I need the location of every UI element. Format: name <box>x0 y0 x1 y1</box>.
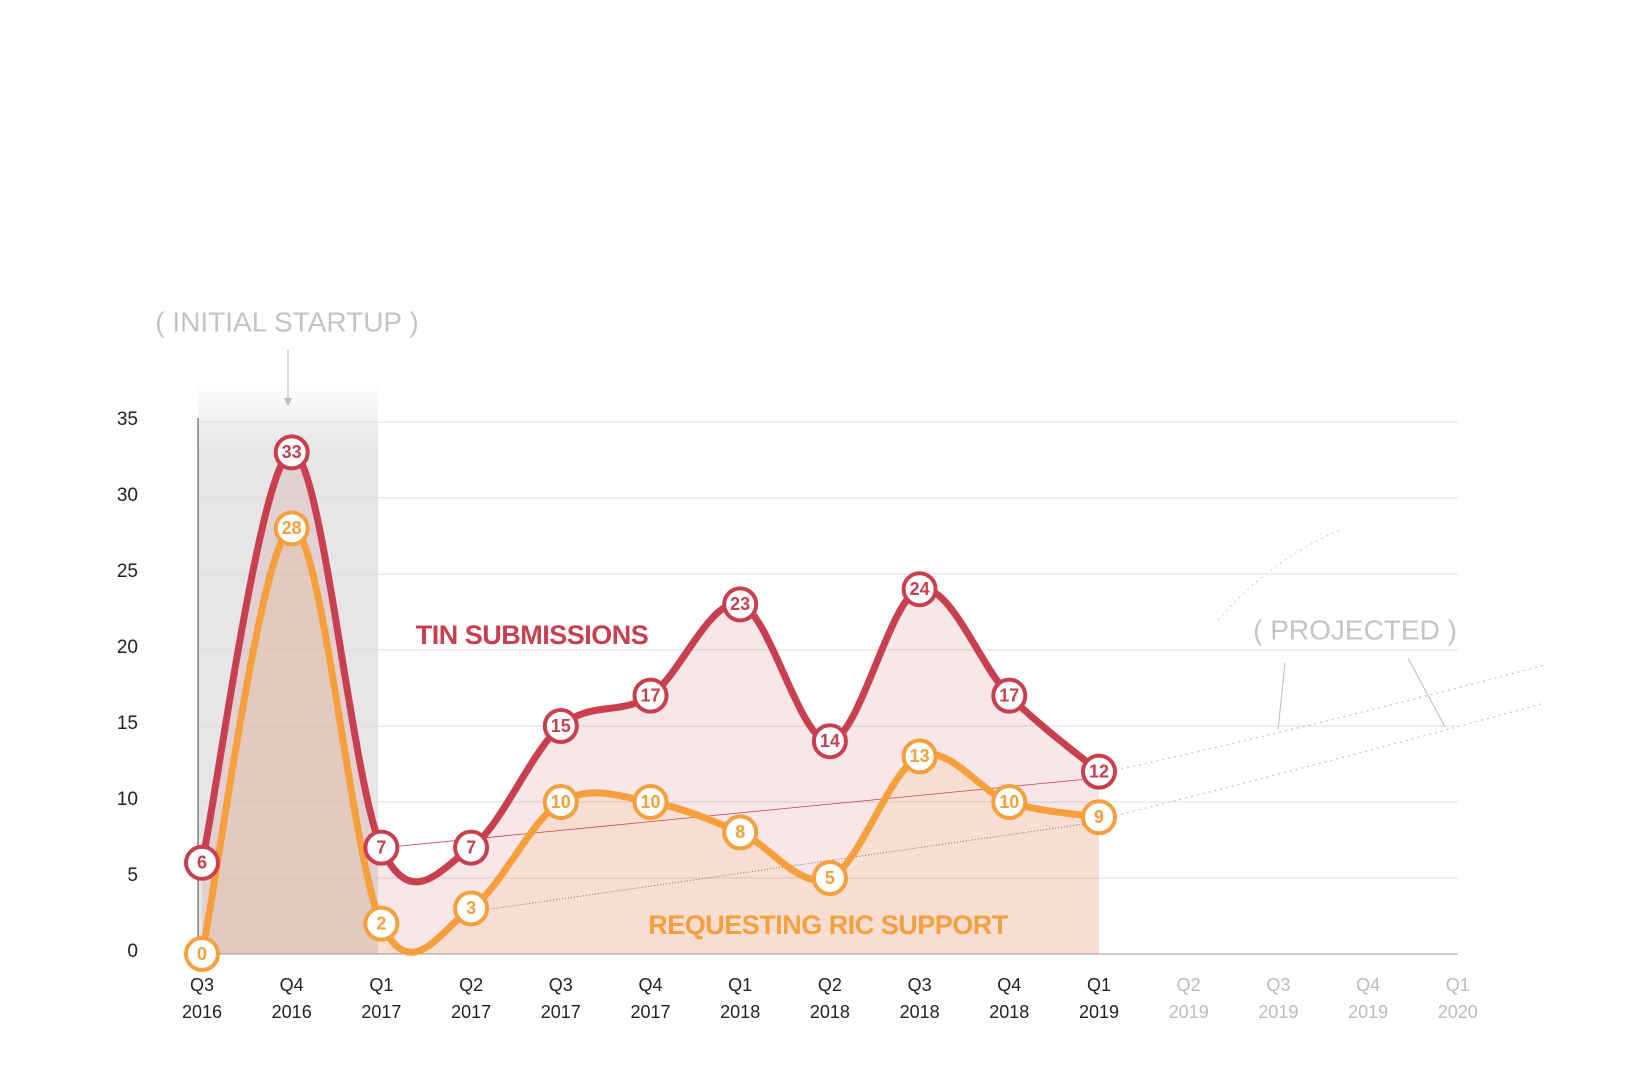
marker <box>184 844 220 881</box>
marker <box>1081 753 1117 790</box>
arrow <box>1407 657 1446 728</box>
y-tick-label: 15 <box>117 713 138 734</box>
marker <box>273 434 310 471</box>
trend-line <box>469 821 1099 913</box>
marker <box>632 784 669 820</box>
data-label: 6 <box>197 853 207 873</box>
startup-region <box>198 380 378 954</box>
x-tick-label: Q3 2017 <box>540 975 581 1022</box>
marker <box>273 510 310 547</box>
x-tick-label: Q2 2019 <box>1168 975 1209 1022</box>
data-label: 0 <box>197 944 207 964</box>
x-tick-label: Q4 2017 <box>630 975 671 1022</box>
arrow <box>1277 662 1286 731</box>
marker <box>363 905 400 942</box>
arrow-head <box>284 398 292 406</box>
x-tick-label: Q1 2017 <box>361 975 402 1022</box>
marker <box>542 708 579 744</box>
marker <box>363 829 400 866</box>
data-label: 8 <box>735 822 745 842</box>
data-label: 9 <box>1094 807 1104 827</box>
x-tick-label: Q3 2016 <box>181 975 223 1022</box>
y-tick-label: 5 <box>127 865 138 886</box>
marker <box>991 677 1028 714</box>
y-tick-label: 35 <box>117 409 138 430</box>
data-label: 10 <box>999 792 1019 812</box>
trend-line <box>379 777 1099 849</box>
y-tick-label: 10 <box>117 789 138 810</box>
data-label: 23 <box>730 594 750 614</box>
y-tick-label: 0 <box>127 941 138 962</box>
annotation: ( INITIAL STARTUP ) <box>155 306 418 337</box>
marker <box>453 890 490 927</box>
marker <box>991 784 1028 820</box>
series-label: REQUESTING RIC SUPPORT <box>648 910 1009 940</box>
x-tick-label: Q3 2018 <box>899 975 940 1022</box>
marker <box>722 814 759 851</box>
data-label: 10 <box>551 792 571 812</box>
data-label: 15 <box>551 716 571 736</box>
marker <box>811 860 848 896</box>
marker <box>722 586 759 623</box>
x-tick-label: Q3 2019 <box>1258 975 1299 1022</box>
marker <box>453 829 490 866</box>
marker <box>901 738 938 775</box>
area <box>202 528 1099 954</box>
series-label: TIN SUBMISSIONS <box>416 620 649 650</box>
x-tick-label: Q4 2018 <box>989 975 1030 1022</box>
x-tick-label: Q2 2017 <box>451 975 492 1022</box>
y-tick-label: 20 <box>117 637 138 658</box>
x-tick-label: Q4 2016 <box>271 975 312 1022</box>
data-label: 10 <box>640 792 660 812</box>
annotation: ( PROJECTED ) <box>1253 614 1457 645</box>
data-label: 28 <box>282 518 302 538</box>
marker <box>184 936 220 972</box>
marker <box>811 723 848 760</box>
x-tick-label: Q1 2018 <box>720 975 761 1022</box>
data-label: 24 <box>910 579 930 599</box>
marker <box>901 571 938 608</box>
y-tick-label: 25 <box>117 561 138 582</box>
x-tick-label: Q1 2019 <box>1078 975 1120 1022</box>
data-label: 12 <box>1089 761 1109 781</box>
marker <box>632 677 669 714</box>
data-label: 13 <box>910 746 930 766</box>
marker <box>542 784 579 820</box>
data-label: 7 <box>466 837 476 857</box>
projection-line <box>1097 664 1546 775</box>
data-label: 14 <box>820 731 840 751</box>
x-tick-label: Q2 2018 <box>809 975 850 1022</box>
data-label: 2 <box>376 913 386 933</box>
data-label: 5 <box>825 868 835 888</box>
x-tick-label: Q4 2019 <box>1348 975 1389 1022</box>
y-tick-label: 30 <box>117 485 138 506</box>
projection-decor <box>1217 529 1341 621</box>
data-label: 3 <box>466 898 476 918</box>
data-label: 17 <box>999 685 1019 705</box>
data-label: 17 <box>640 685 660 705</box>
marker <box>1081 799 1117 836</box>
x-tick-label: Q1 2020 <box>1437 975 1478 1022</box>
data-label: 7 <box>376 837 386 857</box>
data-label: 33 <box>282 442 302 462</box>
